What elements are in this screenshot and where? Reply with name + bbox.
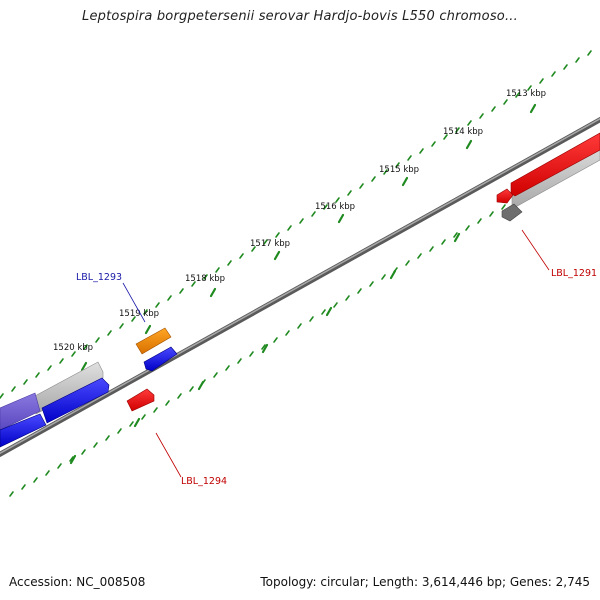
scale-label-1519: 1519 kbp bbox=[119, 309, 159, 319]
scale-label-1513: 1513 kbp bbox=[506, 89, 546, 99]
major-tick-marks bbox=[80, 103, 537, 372]
gene-red-right-upper[interactable] bbox=[510, 132, 600, 197]
gene-red-small-right[interactable] bbox=[496, 188, 514, 204]
gene-purple-left[interactable] bbox=[0, 392, 41, 431]
scale-label-1518: 1518 kbp bbox=[185, 274, 225, 284]
accession-label: Accession: NC_008508 bbox=[9, 575, 146, 589]
map-title: Leptospira borgpetersenii serovar Hardjo… bbox=[82, 9, 518, 24]
inner-major-ticks bbox=[69, 195, 525, 465]
scale-label-1517: 1517 kbp bbox=[250, 239, 290, 249]
label-connectors bbox=[122, 229, 550, 478]
scale-label-1515: 1515 kbp bbox=[379, 165, 419, 175]
inner-tick-row bbox=[9, 155, 590, 497]
gene-blue-left-lower[interactable] bbox=[0, 413, 47, 448]
scale-label-1516: 1516 kbp bbox=[315, 202, 355, 212]
gene-red-lbl-1294[interactable] bbox=[126, 388, 155, 412]
gene-label-lbl-1294[interactable]: LBL_1294 bbox=[181, 476, 227, 487]
gene-darkgray-right[interactable] bbox=[501, 203, 523, 222]
genome-summary: Topology: circular; Length: 3,614,446 bp… bbox=[260, 575, 590, 589]
outer-tick-row bbox=[0, 50, 592, 399]
scale-label-1514: 1514 kbp bbox=[443, 127, 483, 137]
gene-blue-left-forward[interactable] bbox=[41, 377, 110, 424]
chromosome-backbone bbox=[0, 116, 600, 458]
gene-orange-lbl-1293[interactable] bbox=[135, 327, 172, 355]
gene-label-lbl-1293[interactable]: LBL_1293 bbox=[76, 272, 122, 283]
scale-label-1520: 1520 kbp bbox=[53, 343, 93, 353]
gene-blue-lbl-1293[interactable] bbox=[143, 346, 178, 372]
gene-label-lbl-1291[interactable]: LBL_1291 bbox=[551, 268, 597, 279]
